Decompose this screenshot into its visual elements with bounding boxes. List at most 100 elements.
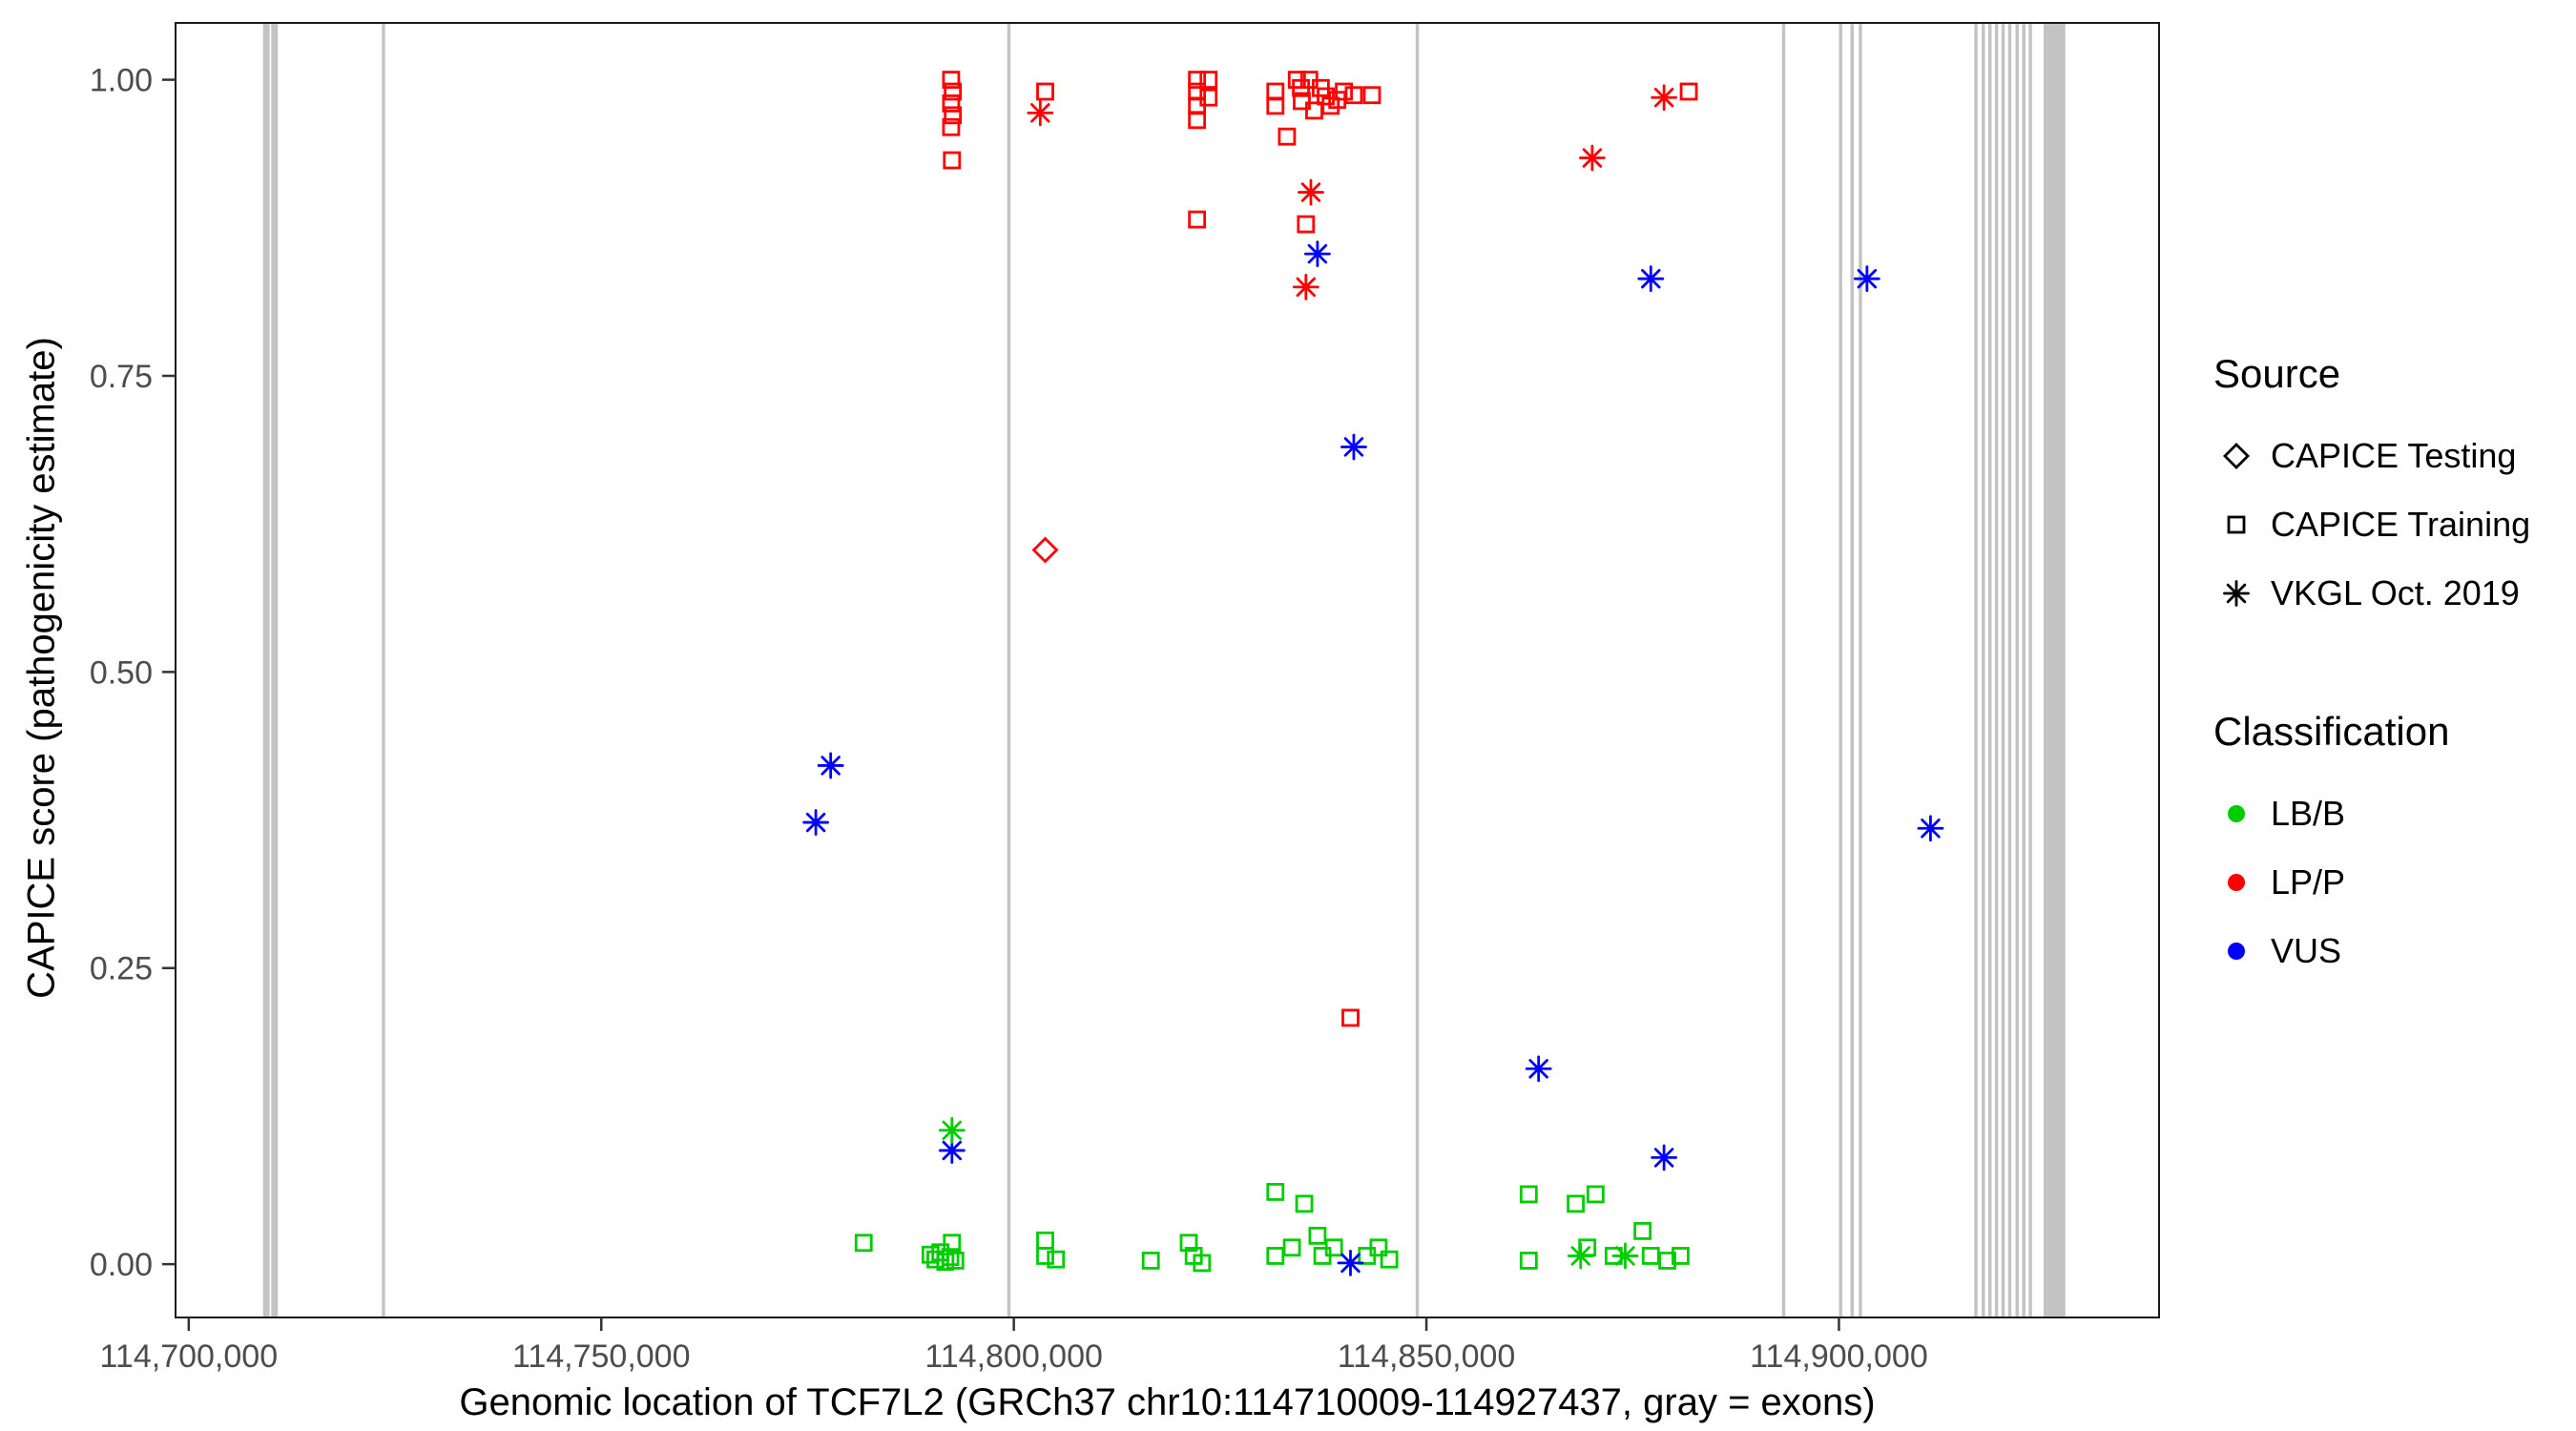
y-axis-label: CAPICE score (pathogenicity estimate) bbox=[20, 337, 63, 999]
data-point-square bbox=[1266, 96, 1285, 115]
exon-band bbox=[2001, 23, 2005, 1317]
data-point-square bbox=[1519, 1185, 1538, 1204]
data-point-asterisk bbox=[817, 752, 844, 779]
data-point-square bbox=[1036, 1247, 1054, 1265]
exon-band bbox=[2022, 23, 2025, 1317]
data-point-square bbox=[1266, 1182, 1285, 1201]
legend-item-lp-p: LP/P bbox=[2213, 848, 2530, 917]
exon-band bbox=[1781, 23, 1786, 1317]
exon-band bbox=[2043, 23, 2066, 1317]
exon-band bbox=[2015, 23, 2019, 1317]
y-tick-label: 0.00 bbox=[90, 1247, 153, 1283]
data-point-square bbox=[1036, 82, 1054, 101]
x-tick-label: 114,850,000 bbox=[1338, 1338, 1516, 1375]
x-axis-label: Genomic location of TCF7L2 (GRCh37 chr10… bbox=[459, 1381, 1876, 1423]
legend-item-capice-testing: CAPICE Testing bbox=[2213, 422, 2530, 490]
data-point-asterisk bbox=[1303, 240, 1331, 267]
data-point-square bbox=[1141, 1252, 1160, 1270]
series-asterisk-LBB bbox=[938, 1116, 1639, 1270]
exon-band bbox=[1415, 23, 1420, 1317]
exon-band bbox=[382, 23, 385, 1317]
data-point-square bbox=[942, 71, 961, 89]
data-point-square bbox=[1633, 1221, 1652, 1240]
legend-item-label: LP/P bbox=[2271, 862, 2346, 902]
data-point-square bbox=[1293, 92, 1311, 111]
data-point-square bbox=[854, 1234, 873, 1253]
data-point-square bbox=[1658, 1252, 1676, 1270]
y-tick-label: 0.50 bbox=[90, 654, 153, 691]
diamond-icon bbox=[2223, 443, 2250, 469]
data-point-square bbox=[1188, 111, 1207, 130]
data-point-square bbox=[1672, 1247, 1690, 1265]
series-square-LBB bbox=[854, 1182, 1690, 1273]
data-point-asterisk bbox=[1298, 178, 1324, 206]
data-point-asterisk bbox=[1525, 1055, 1552, 1083]
exon-band bbox=[1839, 23, 1842, 1317]
data-point-square bbox=[1317, 87, 1335, 106]
data-point-square bbox=[1036, 1231, 1054, 1250]
exon-band bbox=[1982, 23, 1985, 1317]
data-point-asterisk bbox=[1567, 1242, 1594, 1270]
data-point-square bbox=[1362, 86, 1381, 105]
legend-item-capice-training: CAPICE Training bbox=[2213, 490, 2530, 559]
data-point-square bbox=[944, 82, 963, 101]
legend-item-vkgl-oct-2019: VKGL Oct. 2019 bbox=[2213, 559, 2530, 628]
legend: Source CAPICE Testing CAPICE Training VKGL … bbox=[2213, 351, 2530, 985]
data-point-square bbox=[942, 117, 961, 136]
data-point-square bbox=[1047, 1250, 1066, 1269]
y-tick-label: 0.75 bbox=[90, 359, 153, 395]
exon-band bbox=[2007, 23, 2012, 1317]
circle-icon bbox=[2228, 805, 2245, 822]
x-tick-label: 114,900,000 bbox=[1750, 1338, 1928, 1375]
x-tick-label: 114,750,000 bbox=[512, 1338, 691, 1375]
data-point-asterisk bbox=[802, 809, 829, 836]
data-point-square bbox=[943, 1234, 962, 1253]
data-point-square bbox=[1341, 1008, 1360, 1027]
y-tick-label: 1.00 bbox=[90, 63, 153, 99]
exon-band bbox=[1859, 23, 1862, 1317]
data-point-square bbox=[1324, 1238, 1343, 1257]
data-point-square bbox=[942, 94, 961, 113]
data-point-square bbox=[1199, 71, 1218, 89]
data-point-square bbox=[1199, 88, 1218, 107]
data-point-asterisk bbox=[1651, 1144, 1678, 1172]
exon-band bbox=[262, 23, 270, 1317]
data-point-asterisk bbox=[1292, 273, 1319, 301]
data-point-square bbox=[943, 151, 962, 170]
data-point-asterisk bbox=[1027, 99, 1054, 127]
legend-title-source: Source bbox=[2213, 351, 2341, 396]
legend-item-vus: VUS bbox=[2213, 917, 2530, 985]
data-point-square bbox=[1369, 1238, 1388, 1257]
plot-panel-border bbox=[175, 22, 2160, 1318]
exon-band bbox=[1007, 23, 1011, 1317]
data-point-square bbox=[1641, 1247, 1660, 1265]
legend-block-classification: Classification LB/B LP/P VUS bbox=[2213, 709, 2530, 985]
exon-band bbox=[1994, 23, 1999, 1317]
legend-block-source: Source CAPICE Testing CAPICE Training VKGL … bbox=[2213, 351, 2530, 628]
data-point-square bbox=[1567, 1194, 1585, 1213]
data-point-square bbox=[1295, 1194, 1314, 1213]
y-tick-label: 0.25 bbox=[90, 951, 153, 987]
data-point-asterisk bbox=[1853, 265, 1880, 293]
exon-band bbox=[2028, 23, 2032, 1317]
data-point-square bbox=[1297, 215, 1316, 234]
data-point-square bbox=[1266, 1247, 1285, 1265]
exon-band bbox=[1850, 23, 1855, 1317]
data-point-square bbox=[1188, 210, 1207, 229]
legend-item-label: CAPICE Testing bbox=[2271, 436, 2517, 475]
data-point-square bbox=[1179, 1234, 1198, 1253]
data-point-square bbox=[1679, 82, 1698, 101]
data-point-square bbox=[1380, 1250, 1399, 1269]
data-point-square bbox=[1335, 82, 1353, 101]
x-tick-label: 114,800,000 bbox=[924, 1338, 1103, 1375]
data-point-square bbox=[1282, 1238, 1301, 1257]
legend-item-label: LB/B bbox=[2271, 794, 2346, 833]
legend-item-label: CAPICE Training bbox=[2271, 505, 2531, 544]
x-tick-label: 114,700,000 bbox=[100, 1338, 279, 1375]
data-point-square bbox=[1193, 1254, 1212, 1273]
data-point-asterisk bbox=[1340, 433, 1367, 461]
data-point-asterisk bbox=[1578, 144, 1606, 172]
data-point-square bbox=[1188, 71, 1207, 89]
data-point-asterisk bbox=[1337, 1249, 1364, 1276]
exon-band bbox=[1974, 23, 1978, 1317]
